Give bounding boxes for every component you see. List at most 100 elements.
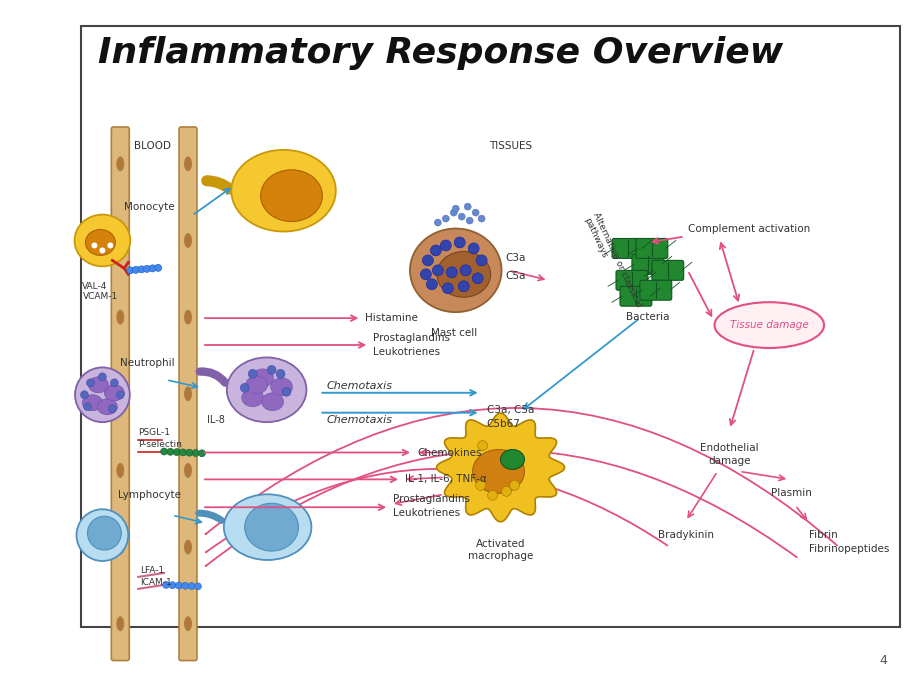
Circle shape	[422, 255, 433, 266]
Circle shape	[163, 582, 169, 589]
Text: Chemokines: Chemokines	[416, 448, 481, 457]
Ellipse shape	[185, 157, 191, 171]
Text: macrophage: macrophage	[468, 551, 533, 561]
Ellipse shape	[437, 251, 490, 297]
Ellipse shape	[117, 310, 124, 324]
Circle shape	[179, 449, 187, 456]
Ellipse shape	[75, 367, 130, 422]
Circle shape	[192, 449, 199, 457]
Circle shape	[91, 242, 97, 248]
Text: Neutrophil: Neutrophil	[120, 358, 175, 368]
Text: C3a, C5a: C3a, C5a	[486, 405, 533, 415]
Circle shape	[169, 582, 176, 589]
Ellipse shape	[97, 399, 118, 415]
Text: IL-8: IL-8	[207, 415, 224, 424]
Circle shape	[154, 264, 162, 271]
FancyBboxPatch shape	[111, 127, 130, 660]
Text: TISSUES: TISSUES	[488, 141, 531, 151]
Circle shape	[477, 440, 487, 451]
Circle shape	[282, 387, 290, 396]
Circle shape	[187, 582, 195, 589]
Ellipse shape	[242, 388, 264, 406]
Ellipse shape	[223, 494, 312, 560]
Circle shape	[442, 283, 453, 294]
Ellipse shape	[185, 387, 191, 401]
Ellipse shape	[117, 233, 124, 248]
FancyBboxPatch shape	[631, 255, 664, 275]
Ellipse shape	[185, 233, 191, 248]
Circle shape	[440, 240, 451, 251]
Bar	[81, 26, 900, 627]
Circle shape	[475, 480, 485, 491]
Circle shape	[86, 379, 95, 387]
Ellipse shape	[472, 449, 524, 493]
Text: C5a: C5a	[505, 271, 526, 282]
Text: Monocyte: Monocyte	[124, 201, 175, 212]
FancyBboxPatch shape	[179, 127, 197, 660]
Ellipse shape	[85, 230, 115, 255]
Text: Inflammatory Response Overview: Inflammatory Response Overview	[98, 37, 783, 70]
Circle shape	[468, 243, 479, 254]
Text: C3a: C3a	[505, 253, 526, 264]
FancyArrowPatch shape	[206, 469, 666, 552]
Circle shape	[464, 203, 471, 210]
FancyBboxPatch shape	[635, 239, 667, 258]
Ellipse shape	[104, 385, 124, 401]
Circle shape	[509, 480, 519, 491]
Circle shape	[430, 245, 441, 256]
Ellipse shape	[76, 509, 128, 561]
Circle shape	[248, 369, 257, 378]
Text: Endothelial: Endothelial	[699, 442, 758, 453]
Ellipse shape	[270, 378, 292, 396]
Ellipse shape	[88, 377, 108, 393]
Text: VCAM-1: VCAM-1	[83, 293, 118, 302]
Text: Tissue damage: Tissue damage	[729, 320, 808, 330]
Ellipse shape	[74, 215, 130, 266]
Text: damage: damage	[708, 457, 750, 466]
Circle shape	[487, 491, 497, 500]
Circle shape	[460, 265, 471, 276]
Polygon shape	[437, 413, 564, 522]
Text: Bacteria: Bacteria	[626, 312, 669, 322]
Text: Leukotrienes: Leukotrienes	[373, 347, 440, 357]
Ellipse shape	[410, 228, 501, 312]
Circle shape	[161, 448, 167, 455]
Text: Prostaglandins: Prostaglandins	[392, 494, 470, 504]
Ellipse shape	[244, 503, 298, 551]
Circle shape	[80, 391, 88, 399]
Circle shape	[432, 265, 443, 276]
Ellipse shape	[117, 387, 124, 401]
Circle shape	[240, 384, 249, 393]
Text: Leukotrienes: Leukotrienes	[392, 509, 460, 518]
Circle shape	[452, 205, 459, 212]
Ellipse shape	[227, 357, 306, 422]
Circle shape	[471, 273, 482, 284]
Text: Mast cell: Mast cell	[430, 328, 476, 338]
Circle shape	[127, 267, 133, 274]
Circle shape	[466, 217, 472, 224]
Text: P-selectin: P-selectin	[138, 440, 182, 449]
Circle shape	[143, 266, 151, 273]
Text: LFA-1: LFA-1	[140, 566, 165, 575]
Circle shape	[194, 583, 201, 590]
Circle shape	[458, 213, 465, 220]
Ellipse shape	[185, 617, 191, 631]
Ellipse shape	[245, 376, 267, 394]
Circle shape	[99, 248, 106, 253]
Circle shape	[420, 269, 431, 280]
Text: VAL-4: VAL-4	[82, 282, 107, 291]
FancyArrowPatch shape	[206, 450, 796, 566]
Circle shape	[176, 582, 182, 589]
Text: Histamine: Histamine	[365, 313, 417, 323]
Circle shape	[173, 448, 180, 455]
FancyArrowPatch shape	[207, 181, 230, 189]
Text: PSGL-1: PSGL-1	[138, 428, 170, 437]
Text: Activated: Activated	[475, 539, 525, 549]
Circle shape	[476, 255, 486, 266]
Text: Alternative or classical
pathways: Alternative or classical pathways	[582, 212, 642, 313]
Circle shape	[98, 373, 107, 381]
FancyBboxPatch shape	[640, 280, 671, 300]
Text: Lymphocyte: Lymphocyte	[119, 491, 181, 500]
Text: Chemotaxis: Chemotaxis	[326, 415, 391, 424]
Ellipse shape	[185, 540, 191, 554]
